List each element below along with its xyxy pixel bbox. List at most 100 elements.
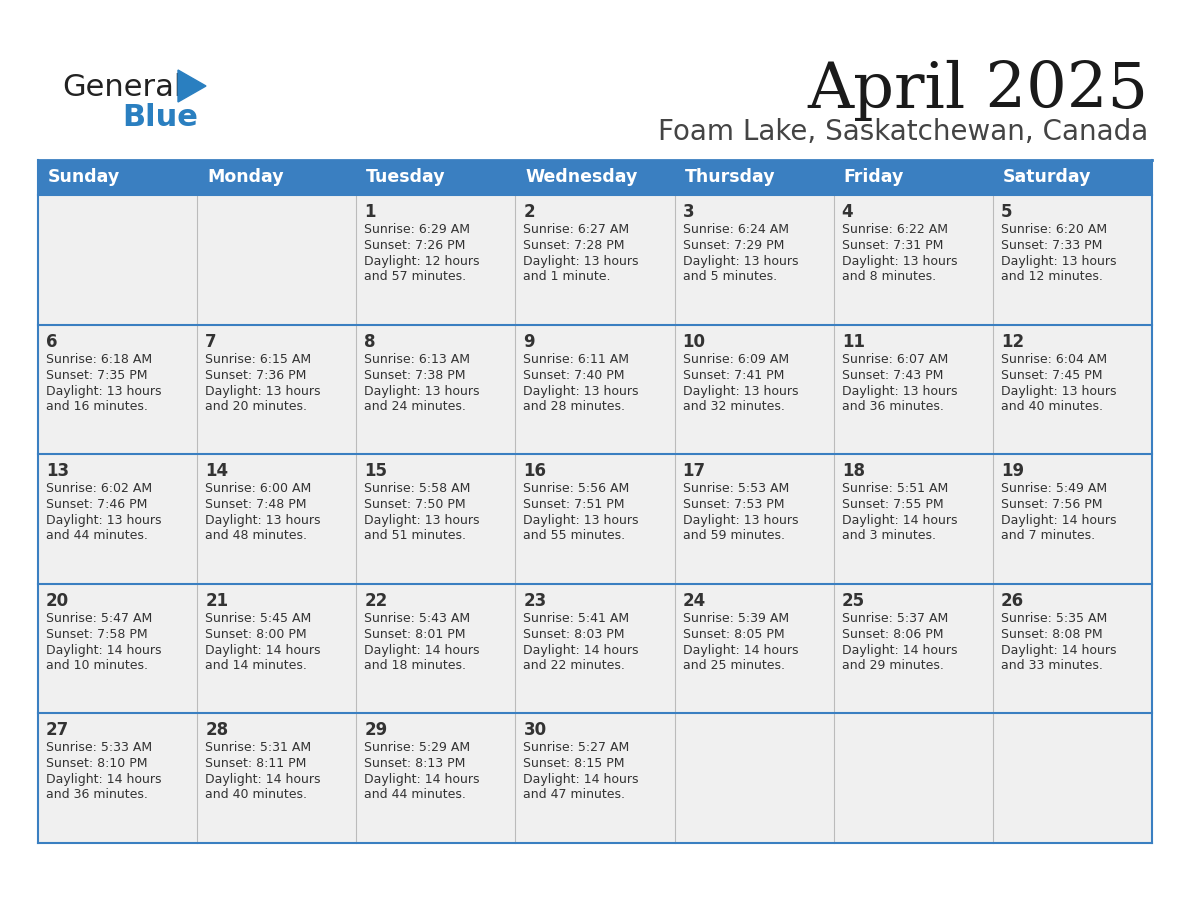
Polygon shape	[178, 70, 206, 102]
Text: Sunset: 7:33 PM: Sunset: 7:33 PM	[1000, 239, 1102, 252]
Text: Sunrise: 6:18 AM: Sunrise: 6:18 AM	[46, 353, 152, 365]
Text: Sunrise: 6:02 AM: Sunrise: 6:02 AM	[46, 482, 152, 495]
Text: Daylight: 14 hours: Daylight: 14 hours	[1000, 644, 1117, 656]
Text: Tuesday: Tuesday	[366, 169, 446, 186]
Text: Sunrise: 5:49 AM: Sunrise: 5:49 AM	[1000, 482, 1107, 495]
Text: Daylight: 13 hours: Daylight: 13 hours	[683, 385, 798, 397]
Text: 10: 10	[683, 332, 706, 351]
Text: Sunrise: 6:00 AM: Sunrise: 6:00 AM	[206, 482, 311, 495]
Text: Daylight: 13 hours: Daylight: 13 hours	[206, 385, 321, 397]
Text: Sunrise: 6:22 AM: Sunrise: 6:22 AM	[842, 223, 948, 236]
Text: 19: 19	[1000, 462, 1024, 480]
Text: Sunset: 7:36 PM: Sunset: 7:36 PM	[206, 369, 307, 382]
Text: Sunrise: 5:29 AM: Sunrise: 5:29 AM	[365, 742, 470, 755]
Text: Daylight: 14 hours: Daylight: 14 hours	[365, 644, 480, 656]
Text: Sunrise: 6:04 AM: Sunrise: 6:04 AM	[1000, 353, 1107, 365]
Text: and 10 minutes.: and 10 minutes.	[46, 659, 148, 672]
Text: 3: 3	[683, 203, 694, 221]
Text: Sunset: 8:08 PM: Sunset: 8:08 PM	[1000, 628, 1102, 641]
Text: and 32 minutes.: and 32 minutes.	[683, 399, 784, 412]
Text: 14: 14	[206, 462, 228, 480]
Text: Daylight: 13 hours: Daylight: 13 hours	[524, 385, 639, 397]
Bar	[38, 584, 1152, 713]
Text: and 7 minutes.: and 7 minutes.	[1000, 529, 1095, 543]
Text: and 40 minutes.: and 40 minutes.	[1000, 399, 1102, 412]
Text: Sunrise: 5:31 AM: Sunrise: 5:31 AM	[206, 742, 311, 755]
Bar	[38, 195, 1152, 325]
Text: Sunrise: 6:07 AM: Sunrise: 6:07 AM	[842, 353, 948, 365]
Text: Foam Lake, Saskatchewan, Canada: Foam Lake, Saskatchewan, Canada	[658, 118, 1148, 146]
Text: Friday: Friday	[843, 169, 904, 186]
Text: Sunset: 7:51 PM: Sunset: 7:51 PM	[524, 498, 625, 511]
Text: Sunset: 8:00 PM: Sunset: 8:00 PM	[206, 628, 307, 641]
Bar	[38, 325, 1152, 454]
Text: Wednesday: Wednesday	[525, 169, 638, 186]
Text: and 44 minutes.: and 44 minutes.	[365, 789, 466, 801]
Text: Sunrise: 5:58 AM: Sunrise: 5:58 AM	[365, 482, 470, 495]
Text: Sunrise: 6:11 AM: Sunrise: 6:11 AM	[524, 353, 630, 365]
Text: and 3 minutes.: and 3 minutes.	[842, 529, 936, 543]
Text: 9: 9	[524, 332, 535, 351]
Text: Daylight: 14 hours: Daylight: 14 hours	[206, 773, 321, 787]
Text: Sunset: 7:46 PM: Sunset: 7:46 PM	[46, 498, 147, 511]
Text: 27: 27	[46, 722, 69, 739]
Text: 1: 1	[365, 203, 375, 221]
Text: Sunrise: 5:41 AM: Sunrise: 5:41 AM	[524, 611, 630, 625]
Text: and 44 minutes.: and 44 minutes.	[46, 529, 147, 543]
Text: 28: 28	[206, 722, 228, 739]
Text: and 55 minutes.: and 55 minutes.	[524, 529, 626, 543]
Text: Sunset: 7:55 PM: Sunset: 7:55 PM	[842, 498, 943, 511]
Text: Sunset: 7:50 PM: Sunset: 7:50 PM	[365, 498, 466, 511]
Text: Sunrise: 6:20 AM: Sunrise: 6:20 AM	[1000, 223, 1107, 236]
Text: and 1 minute.: and 1 minute.	[524, 270, 611, 283]
Text: and 5 minutes.: and 5 minutes.	[683, 270, 777, 283]
Text: Daylight: 13 hours: Daylight: 13 hours	[365, 385, 480, 397]
Text: Sunrise: 5:45 AM: Sunrise: 5:45 AM	[206, 611, 311, 625]
Text: 5: 5	[1000, 203, 1012, 221]
Text: Sunset: 8:13 PM: Sunset: 8:13 PM	[365, 757, 466, 770]
Text: 20: 20	[46, 592, 69, 610]
Text: Thursday: Thursday	[684, 169, 776, 186]
Text: and 18 minutes.: and 18 minutes.	[365, 659, 466, 672]
Text: Daylight: 14 hours: Daylight: 14 hours	[46, 644, 162, 656]
Text: 24: 24	[683, 592, 706, 610]
Text: Sunset: 8:01 PM: Sunset: 8:01 PM	[365, 628, 466, 641]
Text: and 51 minutes.: and 51 minutes.	[365, 529, 466, 543]
Text: and 29 minutes.: and 29 minutes.	[842, 659, 943, 672]
Text: Sunrise: 5:47 AM: Sunrise: 5:47 AM	[46, 611, 152, 625]
Text: and 40 minutes.: and 40 minutes.	[206, 789, 308, 801]
Text: Sunrise: 5:43 AM: Sunrise: 5:43 AM	[365, 611, 470, 625]
Text: Sunrise: 5:27 AM: Sunrise: 5:27 AM	[524, 742, 630, 755]
Text: Daylight: 13 hours: Daylight: 13 hours	[1000, 385, 1117, 397]
Bar	[38, 160, 1152, 195]
Text: Daylight: 14 hours: Daylight: 14 hours	[842, 644, 958, 656]
Text: Sunset: 7:38 PM: Sunset: 7:38 PM	[365, 369, 466, 382]
Text: and 48 minutes.: and 48 minutes.	[206, 529, 308, 543]
Text: Daylight: 14 hours: Daylight: 14 hours	[206, 644, 321, 656]
Text: Sunset: 7:48 PM: Sunset: 7:48 PM	[206, 498, 307, 511]
Text: and 28 minutes.: and 28 minutes.	[524, 399, 625, 412]
Text: and 59 minutes.: and 59 minutes.	[683, 529, 784, 543]
Text: and 16 minutes.: and 16 minutes.	[46, 399, 147, 412]
Text: 15: 15	[365, 462, 387, 480]
Text: General: General	[62, 73, 183, 102]
Text: and 24 minutes.: and 24 minutes.	[365, 399, 466, 412]
Text: 17: 17	[683, 462, 706, 480]
Text: Sunset: 7:53 PM: Sunset: 7:53 PM	[683, 498, 784, 511]
Text: Sunset: 7:31 PM: Sunset: 7:31 PM	[842, 239, 943, 252]
Text: 11: 11	[842, 332, 865, 351]
Text: Sunrise: 5:56 AM: Sunrise: 5:56 AM	[524, 482, 630, 495]
Text: Sunset: 7:35 PM: Sunset: 7:35 PM	[46, 369, 147, 382]
Text: Daylight: 13 hours: Daylight: 13 hours	[683, 255, 798, 268]
Text: 30: 30	[524, 722, 546, 739]
Text: Daylight: 14 hours: Daylight: 14 hours	[683, 644, 798, 656]
Text: and 8 minutes.: and 8 minutes.	[842, 270, 936, 283]
Text: Daylight: 13 hours: Daylight: 13 hours	[683, 514, 798, 527]
Text: Sunset: 8:05 PM: Sunset: 8:05 PM	[683, 628, 784, 641]
Text: Sunset: 8:11 PM: Sunset: 8:11 PM	[206, 757, 307, 770]
Text: and 14 minutes.: and 14 minutes.	[206, 659, 307, 672]
Text: April 2025: April 2025	[807, 60, 1148, 121]
Text: 8: 8	[365, 332, 375, 351]
Text: Sunrise: 5:51 AM: Sunrise: 5:51 AM	[842, 482, 948, 495]
Text: Daylight: 14 hours: Daylight: 14 hours	[1000, 514, 1117, 527]
